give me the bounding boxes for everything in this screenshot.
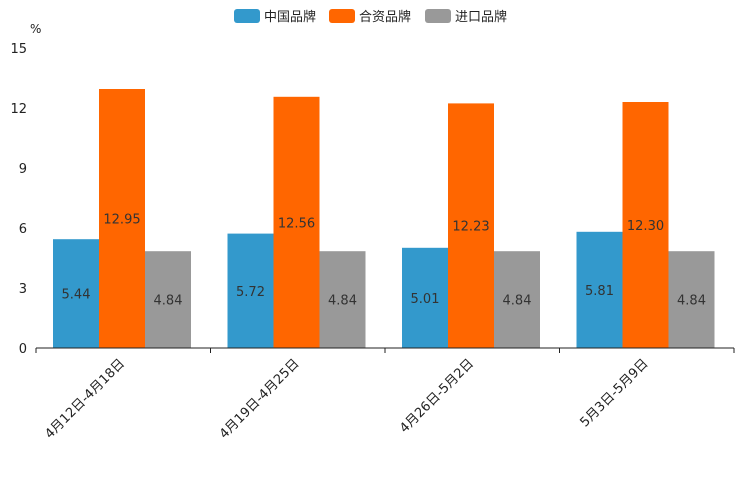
x-tick-label: 4月26日-5月2日 — [397, 356, 477, 436]
bar-1-2 — [227, 233, 274, 348]
legend-swatch — [329, 9, 355, 23]
x-tick-label: 4月12日-4月18日 — [42, 356, 128, 442]
bar-3-1 — [145, 251, 191, 348]
legend-swatch — [234, 9, 260, 23]
data-label: 5.72 — [236, 285, 265, 300]
data-label: 12.95 — [103, 213, 140, 228]
data-label: 12.23 — [452, 220, 489, 235]
data-label: 12.30 — [627, 219, 664, 234]
legend-swatch — [425, 9, 451, 23]
y-axis-ticks: 0 3 6 9 12 15 — [10, 42, 27, 357]
data-label: 5.01 — [411, 292, 440, 307]
y-tick-label: 3 — [19, 282, 27, 297]
data-label: 5.81 — [585, 284, 614, 299]
x-tick-label: 4月19日-4月25日 — [217, 356, 303, 442]
bar-2-2 — [273, 96, 320, 348]
bar-2-1 — [99, 89, 145, 348]
y-tick-label: 9 — [19, 162, 27, 177]
y-tick-label: 12 — [10, 102, 27, 117]
bar-1-1 — [53, 239, 99, 348]
data-label: 4.84 — [154, 294, 183, 309]
y-tick-label: 15 — [10, 42, 27, 57]
y-tick-label: 0 — [19, 342, 27, 357]
bar-1-3 — [402, 247, 448, 348]
x-tick-label: 5月3日-5月9日 — [577, 356, 651, 430]
data-label: 4.84 — [503, 294, 532, 309]
y-tick-label: 6 — [19, 222, 27, 237]
y-axis-unit-label: % — [30, 22, 41, 36]
x-axis: 4月12日-4月18日 4月19日-4月25日 4月26日-5月2日 5月3日-5月9… — [35, 347, 735, 442]
bar-2-3 — [448, 103, 494, 349]
bar-1-4 — [576, 231, 623, 348]
bar-3-2 — [319, 251, 366, 348]
data-label: 4.84 — [677, 294, 706, 309]
data-label: 5.44 — [62, 288, 91, 303]
legend-label: 合资品牌 — [359, 9, 411, 25]
data-labels: 5.44 5.72 5.01 5.81 12.95 12.56 12.23 12.30 4.84… — [62, 213, 706, 309]
data-label: 12.56 — [278, 216, 315, 231]
legend-label: 中国品牌 — [264, 9, 316, 25]
legend: 中国品牌 合资品牌 进口品牌 — [234, 9, 507, 25]
legend-label: 进口品牌 — [455, 9, 507, 25]
data-label: 4.84 — [328, 294, 357, 309]
bar-2-4 — [622, 102, 669, 348]
bar-3-4 — [668, 251, 715, 348]
bar-3-3 — [494, 251, 540, 348]
bars — [53, 89, 715, 349]
